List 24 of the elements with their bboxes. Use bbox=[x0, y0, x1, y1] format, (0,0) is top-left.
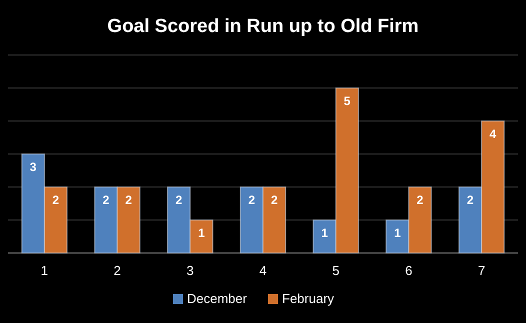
data-label: 2 bbox=[248, 193, 256, 207]
x-tick-label: 4 bbox=[259, 263, 267, 278]
data-label: 2 bbox=[125, 193, 132, 207]
data-label: 1 bbox=[198, 226, 206, 240]
data-label: 2 bbox=[102, 193, 110, 207]
data-label: 5 bbox=[344, 94, 351, 108]
x-tick-label: 2 bbox=[114, 263, 121, 278]
x-tick-label: 5 bbox=[332, 263, 340, 278]
data-label: 2 bbox=[52, 193, 60, 207]
data-label: 2 bbox=[416, 193, 424, 207]
data-label: 1 bbox=[321, 226, 328, 240]
data-label: 2 bbox=[176, 193, 183, 207]
legend-label: December bbox=[187, 291, 248, 306]
data-label: 1 bbox=[394, 226, 402, 240]
x-tick-label: 6 bbox=[405, 263, 412, 278]
chart-title: Goal Scored in Run up to Old Firm bbox=[107, 16, 419, 37]
data-label: 3 bbox=[30, 160, 37, 174]
x-tick-label: 3 bbox=[186, 263, 194, 278]
x-tick-label: 1 bbox=[40, 263, 48, 278]
legend-label: February bbox=[282, 291, 335, 306]
data-label: 4 bbox=[490, 127, 497, 141]
data-label: 2 bbox=[466, 193, 474, 207]
data-label: 2 bbox=[270, 193, 278, 207]
x-tick-label: 7 bbox=[478, 263, 486, 278]
